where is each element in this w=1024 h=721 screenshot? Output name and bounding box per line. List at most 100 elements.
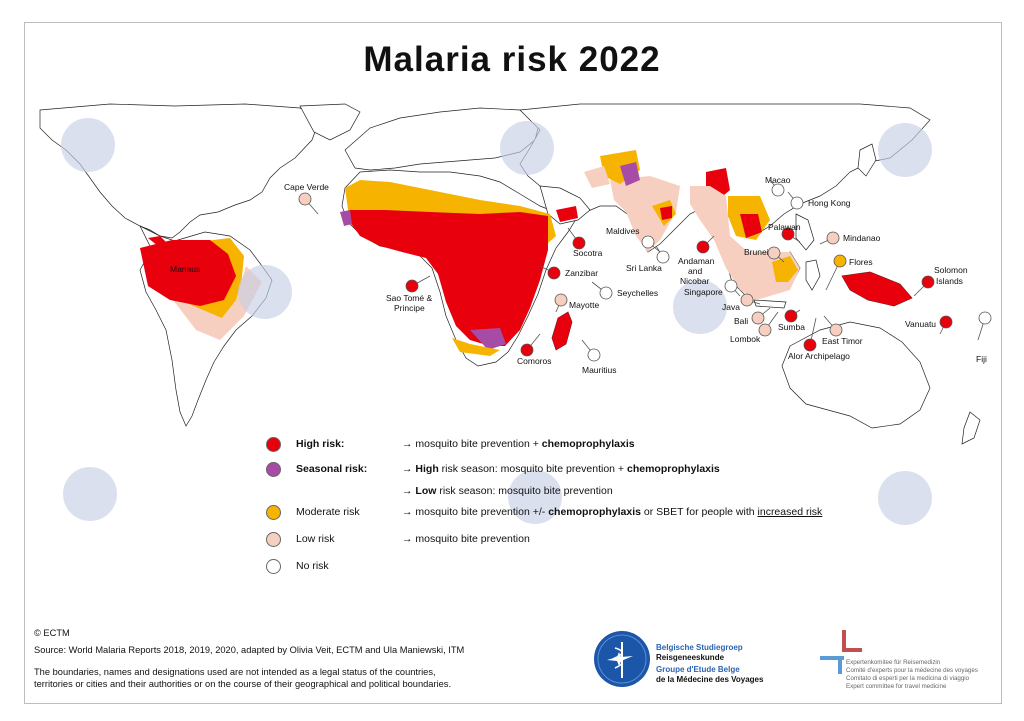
label-nicobar: Nicobar: [680, 276, 709, 286]
label-principe: Principe: [394, 303, 425, 313]
label-seychelles: Seychelles: [617, 288, 658, 298]
label-lombok: Lombok: [730, 334, 761, 344]
marker-cape-verde: [298, 192, 312, 206]
south-america-low: [170, 266, 262, 340]
marker-singapore: [724, 279, 738, 293]
risk-areas: [140, 150, 912, 356]
yemen-high: [556, 206, 578, 222]
watermark-logo: [63, 467, 117, 521]
label-sumba: Sumba: [778, 322, 805, 332]
india-low: [610, 176, 680, 252]
new-zealand: [961, 411, 981, 445]
amazon-high: [140, 240, 236, 306]
marker-comoros: [520, 343, 534, 357]
page-title: Malaria risk 2022: [363, 40, 661, 79]
bsgr-logo-icon: [594, 631, 650, 687]
logo-left-line-4: de la Médecine des Voyages: [656, 675, 764, 684]
island-markers: [298, 179, 992, 362]
logo-left-line-1: Belgische Studiegroep: [656, 643, 743, 652]
se-asia-low: [690, 186, 800, 300]
label-alor: Alor Archipelago: [788, 351, 850, 361]
java-island: [753, 299, 787, 309]
watermark-logo: [878, 123, 932, 177]
watermark-logo: [61, 118, 115, 172]
label-comoros: Comoros: [517, 356, 551, 366]
label-mauritius: Mauritius: [582, 365, 616, 375]
map-labels: Cape Verde Sao Tomé & Principe Socotra Z…: [170, 175, 987, 375]
watermark-logo: [500, 121, 554, 175]
marker-andaman: [696, 240, 710, 254]
logo-right-line-4: Expert committee for travel medicine: [846, 683, 947, 690]
watermark-logo: [673, 280, 727, 334]
marker-brunei: [767, 246, 781, 260]
label-java: Java: [722, 302, 740, 312]
logo-right-line-3: Comitato di esperti per la medicina di v…: [846, 675, 970, 682]
west-africa-seasonal: [340, 210, 352, 226]
madagascar-high: [552, 312, 572, 350]
sulawesi: [805, 259, 821, 291]
africa-seasonal: [470, 328, 506, 350]
logo-right-line-2: Comité d'experts pour la médecine des vo…: [846, 667, 978, 674]
marker-east-timor: [829, 323, 843, 337]
india-high: [660, 206, 672, 220]
label-manaus: Manaus: [170, 264, 200, 274]
marker-flores: [833, 254, 847, 268]
borneo-moderate: [772, 256, 798, 282]
logo-right-line-1: Expertenkomitee für Reisemedizin: [846, 659, 941, 666]
marker-hong-kong: [790, 196, 804, 210]
label-fiji: Fiji: [976, 354, 987, 364]
australia: [781, 321, 931, 429]
label-socotra: Socotra: [573, 248, 603, 258]
africa-high: [350, 210, 548, 346]
label-east-timor: East Timor: [822, 336, 863, 346]
marker-sao-tome: [405, 279, 419, 293]
marker-palawan: [781, 227, 795, 241]
marker-java: [740, 293, 754, 307]
copyright: © ECTM: [34, 628, 70, 638]
marker-mauritius: [587, 348, 601, 362]
label-singapore: Singapore: [684, 287, 723, 297]
label-flores: Flores: [849, 257, 873, 267]
marker-lombok: [758, 323, 772, 337]
watermark-logo: [878, 471, 932, 525]
disclaimer-line-1: The boundaries, names and designations u…: [34, 667, 436, 677]
label-bali: Bali: [734, 316, 748, 326]
disclaimer-line-2: territories or cities and their authorit…: [34, 679, 452, 689]
label-islands: Islands: [936, 276, 963, 286]
marker-maldives: [641, 235, 655, 249]
ektm-logo-icon: [820, 630, 862, 674]
greenland: [299, 103, 361, 141]
marker-bali: [751, 311, 765, 325]
marker-macao: [771, 183, 785, 197]
new-guinea-high: [842, 272, 912, 306]
marker-alor: [803, 338, 817, 352]
philippines: [795, 213, 815, 251]
label-sao-tome: Sao Tomé &: [386, 293, 432, 303]
marker-fiji: [978, 311, 992, 325]
marker-sumba: [784, 309, 798, 323]
marker-sri-lanka: [656, 250, 670, 264]
marker-socotra: [572, 236, 586, 250]
label-brunei: Brunei: [744, 247, 769, 257]
label-vanuatu: Vanuatu: [905, 319, 936, 329]
label-sri-lanka: Sri Lanka: [626, 263, 662, 273]
source-note: Source: World Malaria Reports 2018, 2019…: [34, 645, 465, 655]
marker-seychelles: [599, 286, 613, 300]
label-andaman: Andaman: [678, 256, 715, 266]
watermark-logo: [238, 265, 292, 319]
watermarks: [61, 118, 932, 525]
marker-mindanao: [826, 231, 840, 245]
se-asia-high: [740, 214, 762, 238]
logo-left-line-3: Groupe d'Etude Belge: [656, 665, 740, 674]
logo-left-line-2: Reisgeneeskunde: [656, 653, 725, 662]
label-cape-verde: Cape Verde: [284, 182, 329, 192]
label-mayotte: Mayotte: [569, 300, 600, 310]
watermark-logo: [508, 470, 562, 524]
label-palawan: Palawan: [768, 222, 801, 232]
label-solomon: Solomon: [934, 265, 968, 275]
label-and: and: [688, 266, 702, 276]
label-macao: Macao: [765, 175, 791, 185]
africa-south-moderate: [452, 338, 500, 356]
marker-zanzibar: [547, 266, 561, 280]
